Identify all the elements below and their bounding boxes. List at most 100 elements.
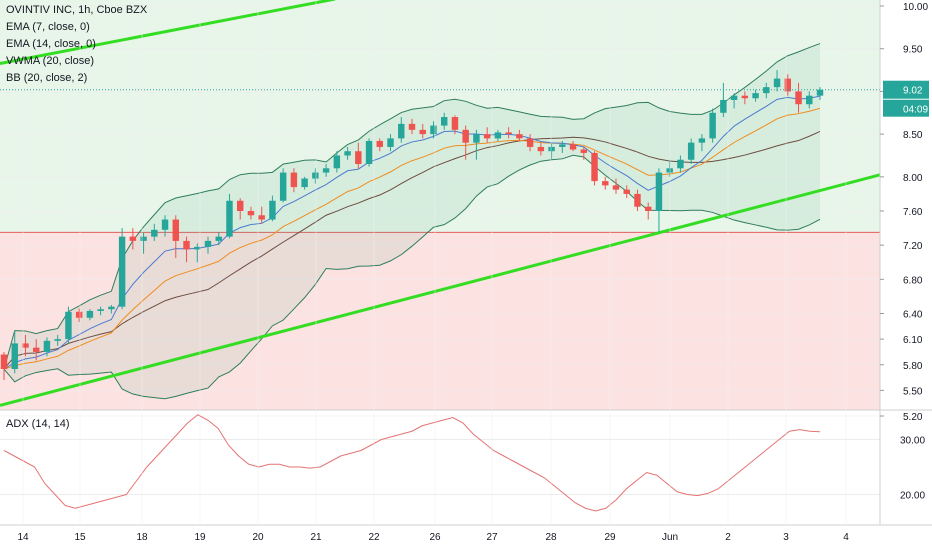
adx-line[interactable] [3,414,821,512]
candle[interactable] [795,82,802,113]
candle[interactable] [344,146,351,160]
candle[interactable] [773,70,781,92]
candle[interactable] [129,228,137,250]
candle[interactable] [473,129,480,160]
candle[interactable] [312,168,319,184]
time-tick-label: 14 [17,532,29,543]
candle[interactable] [22,334,29,357]
candle[interactable] [365,138,373,167]
indicator-ema7[interactable]: EMA (7, close, 0) [6,21,90,33]
candle[interactable] [118,228,126,310]
candle[interactable] [161,215,169,237]
candle[interactable] [215,232,222,246]
candle[interactable] [580,146,588,160]
candle[interactable] [387,134,394,152]
candle[interactable] [194,243,201,263]
candle[interactable] [677,155,684,173]
candle[interactable] [763,82,770,99]
candle[interactable] [752,89,759,102]
candle[interactable] [236,198,244,220]
candle[interactable] [398,117,405,143]
candle[interactable] [430,121,437,139]
adx-legend[interactable]: ADX (14, 14) [6,418,70,430]
candle[interactable] [687,138,695,165]
candle[interactable] [258,206,265,224]
candle[interactable] [172,215,180,258]
candle[interactable] [322,164,330,177]
candle[interactable] [279,168,287,203]
candle[interactable] [355,142,362,169]
candle[interactable] [806,91,813,109]
candle[interactable] [151,223,158,241]
candle[interactable] [108,304,115,314]
lower-trendline[interactable] [0,173,881,407]
candle[interactable] [709,108,716,143]
price-tick-label: 5.50 [903,386,923,397]
candle[interactable] [140,232,147,254]
candle[interactable] [612,178,620,194]
candle[interactable] [333,151,341,173]
candle-body [634,193,641,207]
candle[interactable] [720,82,727,118]
candle[interactable] [741,91,749,105]
candle[interactable] [65,306,72,344]
candle[interactable] [440,112,448,130]
candle[interactable] [559,140,566,153]
candle[interactable] [569,140,577,152]
indicator-bb[interactable]: BB (20, close, 2) [6,72,88,84]
candle[interactable] [784,74,792,96]
indicator-ema14[interactable]: EMA (14, close, 0) [6,38,96,50]
candle[interactable] [226,193,233,239]
ema14-line[interactable] [3,107,821,370]
symbol-line[interactable]: OVINTIV INC, 1h, Cboe BZX [6,4,148,16]
last-price-badge[interactable] [883,80,929,99]
candle[interactable] [408,118,416,135]
candle[interactable] [526,134,534,152]
candle[interactable] [204,236,212,254]
candle[interactable] [537,142,545,156]
price-pane[interactable] [0,0,881,417]
candle[interactable] [11,330,18,374]
candle[interactable] [634,189,641,211]
candle[interactable] [591,151,598,186]
candle-body [526,138,534,147]
candle[interactable] [97,306,104,316]
candle[interactable] [494,129,502,141]
candle[interactable] [247,206,255,220]
bb-lower-line[interactable] [3,154,821,400]
candle[interactable] [183,236,190,263]
candle[interactable] [32,339,40,361]
candle[interactable] [75,308,83,323]
candle[interactable] [505,127,512,139]
candle[interactable] [269,195,276,222]
candle[interactable] [290,168,298,193]
candle[interactable] [301,176,308,190]
candle[interactable] [655,168,663,233]
ema7-line[interactable] [3,95,821,370]
candle[interactable] [451,115,459,135]
candle[interactable] [86,309,94,321]
adx-pane[interactable] [0,414,880,512]
indicator-vwma[interactable]: VWMA (20, close) [6,55,95,67]
upper-trendline[interactable] [0,0,336,65]
candle[interactable] [0,351,8,381]
candle[interactable] [623,185,630,199]
candle[interactable] [462,125,469,160]
candle[interactable] [483,127,491,143]
vwma-line[interactable] [3,131,821,370]
candle[interactable] [644,202,652,220]
time-tick-label: 22 [368,532,380,543]
candle[interactable] [516,129,523,141]
candle[interactable] [548,142,555,160]
candle[interactable] [43,337,51,357]
candle[interactable] [698,134,706,152]
candle[interactable] [376,138,384,152]
candle-body [194,246,201,250]
candle[interactable] [730,93,738,109]
candle[interactable] [419,123,426,139]
candle[interactable] [816,87,824,100]
candle-body [709,112,716,139]
candle[interactable] [54,334,61,346]
bb-upper-line[interactable] [3,43,821,370]
candle[interactable] [602,176,609,190]
